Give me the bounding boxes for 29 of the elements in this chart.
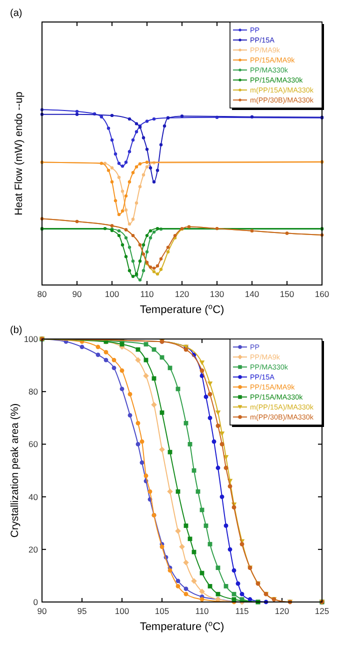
text: (a)	[10, 8, 22, 19]
x-axis-title: Temperature ($^{o}$C)	[140, 302, 224, 316]
x-tick-label: 120	[174, 289, 190, 299]
x-tick-label: 100	[114, 606, 130, 616]
x-tick-label: 140	[244, 289, 260, 299]
x-tick-label: 110	[140, 289, 154, 299]
y-tick-label: 100	[24, 334, 38, 344]
y-tick-label: 80	[28, 386, 38, 397]
y-tick-label: 20	[28, 544, 38, 554]
x-tick-label: 90	[37, 606, 47, 616]
y-tick-label: 0	[33, 597, 38, 607]
text: (b)	[10, 325, 22, 336]
x-tick-label: 100	[104, 289, 120, 299]
x-tick-label: 130	[210, 289, 224, 299]
x-tick-label: 115	[235, 606, 250, 616]
x-axis-title: Temperature ($^{o}$C)	[140, 618, 224, 633]
y-tick-label: 40	[28, 492, 38, 502]
x-tick-label: 95	[77, 606, 87, 616]
x-tick-label: 90	[72, 289, 82, 299]
x-tick-label: 80	[37, 289, 47, 299]
x-tick-label: 150	[280, 289, 294, 299]
x-tick-label: 125	[314, 606, 330, 616]
y-axis-title: Heat Flow (mW) endo --up	[13, 91, 25, 216]
x-tick-label: 110	[195, 606, 210, 616]
x-tick-label: 120	[274, 606, 290, 616]
x-tick-label: 160	[314, 289, 330, 299]
y-axis-title: Crystallization peak area (%)	[9, 403, 21, 538]
y-tick-label: 60	[28, 439, 38, 450]
x-tick-label: 105	[154, 606, 170, 616]
